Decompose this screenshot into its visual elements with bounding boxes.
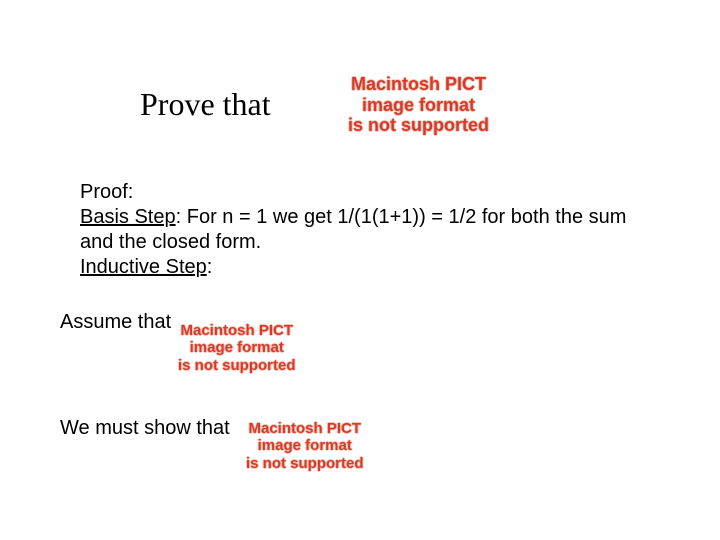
we-must-show-text: We must show that <box>60 416 230 441</box>
assume-that-text: Assume that <box>60 310 171 335</box>
pict-error-line3: is not supported <box>246 455 364 472</box>
basis-step-line: Basis Step: For n = 1 we get 1/(1(1+1)) … <box>80 205 640 255</box>
pict-error-line1: Macintosh PICT <box>248 420 361 437</box>
proof-block: Proof: Basis Step: For n = 1 we get 1/(1… <box>80 180 640 280</box>
slide: Prove that Macintosh PICT image format i… <box>0 0 720 540</box>
pict-error-placeholder-2: Macintosh PICT image format is not suppo… <box>178 322 296 374</box>
pict-error-line3: is not supported <box>178 357 296 374</box>
basis-step-label: Basis Step <box>80 206 176 228</box>
inductive-step-rest: : <box>207 256 213 278</box>
slide-title: Prove that <box>140 86 271 123</box>
pict-error-line3: is not supported <box>348 115 489 135</box>
pict-error-line1: Macintosh PICT <box>351 74 486 94</box>
pict-error-placeholder-3: Macintosh PICT image format is not suppo… <box>246 420 364 472</box>
proof-label: Proof: <box>80 180 640 205</box>
pict-error-line2: image format <box>190 339 284 356</box>
pict-error-line1: Macintosh PICT <box>180 322 293 339</box>
pict-error-line2: image format <box>258 437 352 454</box>
pict-error-placeholder-1: Macintosh PICT image format is not suppo… <box>348 74 489 136</box>
inductive-step-label: Inductive Step <box>80 256 207 278</box>
inductive-step-line: Inductive Step: <box>80 255 640 280</box>
pict-error-line2: image format <box>362 95 475 115</box>
